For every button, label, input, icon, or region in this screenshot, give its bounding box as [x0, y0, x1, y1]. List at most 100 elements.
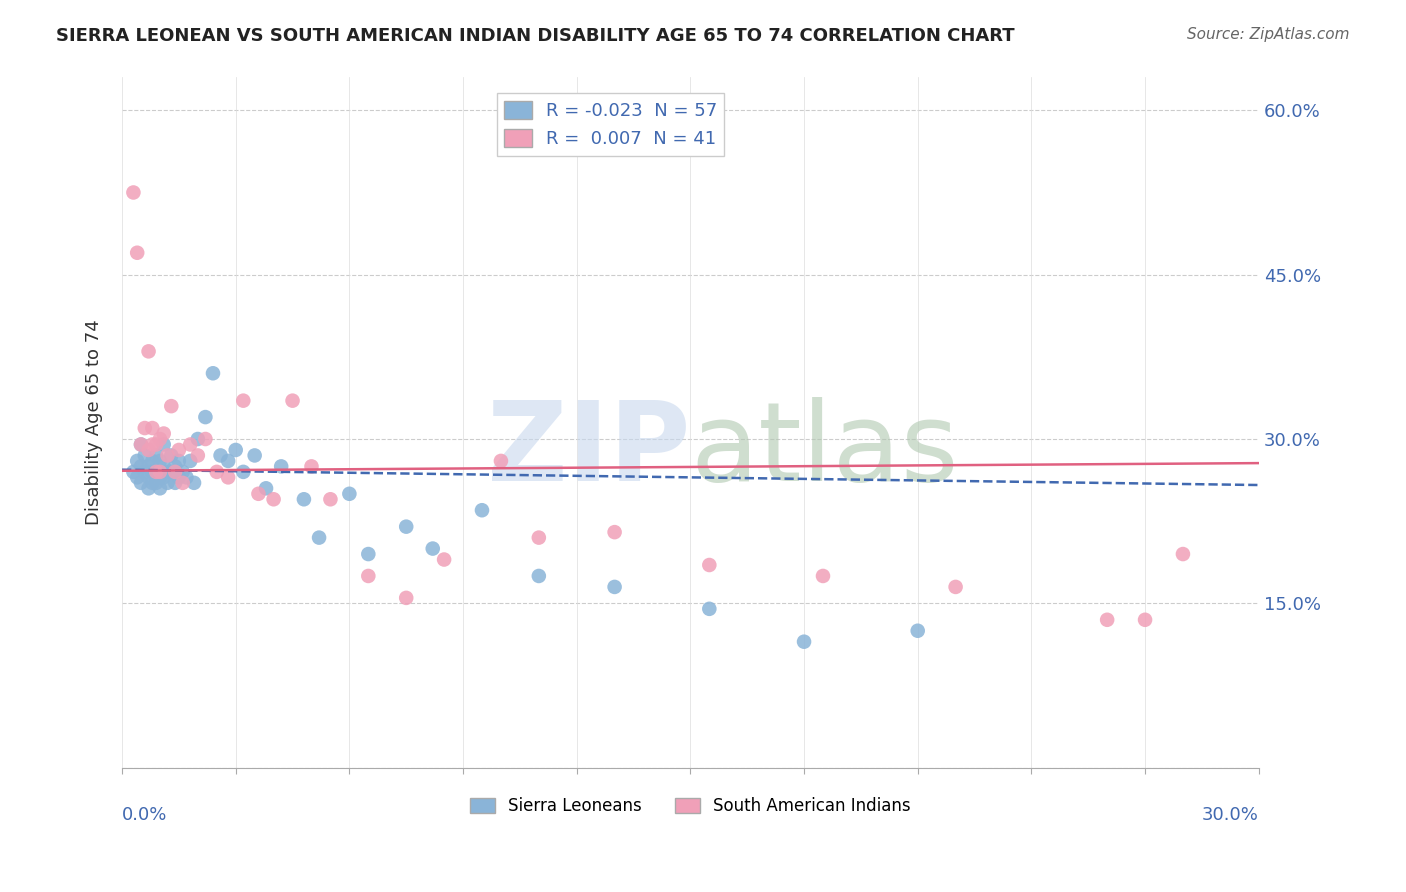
Point — [134, 465, 156, 479]
Point — [357, 547, 380, 561]
Point — [138, 470, 160, 484]
Point — [156, 449, 179, 463]
Point — [395, 591, 418, 605]
Text: 0.0%: 0.0% — [122, 805, 167, 823]
Point — [292, 492, 315, 507]
Point — [129, 437, 152, 451]
Point — [205, 465, 228, 479]
Point — [247, 487, 270, 501]
Point — [149, 432, 172, 446]
Point — [945, 580, 967, 594]
Text: 30.0%: 30.0% — [1202, 805, 1258, 823]
Point — [165, 475, 187, 490]
Point — [160, 399, 183, 413]
Point — [141, 437, 163, 451]
Point — [217, 454, 239, 468]
Point — [129, 459, 152, 474]
Point — [141, 465, 163, 479]
Point — [263, 492, 285, 507]
Point — [127, 470, 149, 484]
Point — [489, 454, 512, 468]
Point — [145, 465, 167, 479]
Point — [422, 541, 444, 556]
Point — [811, 569, 834, 583]
Point — [149, 465, 172, 479]
Point — [232, 465, 254, 479]
Point — [156, 475, 179, 490]
Point — [145, 449, 167, 463]
Point — [201, 366, 224, 380]
Point — [308, 531, 330, 545]
Text: ZIP: ZIP — [486, 397, 690, 504]
Point — [319, 492, 342, 507]
Legend: R = -0.023  N = 57, R =  0.007  N = 41: R = -0.023 N = 57, R = 0.007 N = 41 — [498, 94, 724, 155]
Point — [152, 470, 174, 484]
Point — [138, 481, 160, 495]
Point — [149, 470, 172, 484]
Point — [187, 432, 209, 446]
Point — [217, 470, 239, 484]
Text: atlas: atlas — [690, 397, 959, 504]
Point — [167, 454, 190, 468]
Point — [176, 470, 198, 484]
Point — [149, 481, 172, 495]
Point — [527, 569, 550, 583]
Point — [337, 487, 360, 501]
Point — [149, 454, 172, 468]
Point — [395, 519, 418, 533]
Point — [127, 245, 149, 260]
Point — [138, 344, 160, 359]
Point — [156, 465, 179, 479]
Point — [172, 475, 194, 490]
Point — [187, 449, 209, 463]
Point — [179, 454, 201, 468]
Point — [232, 393, 254, 408]
Point — [270, 459, 292, 474]
Point — [357, 569, 380, 583]
Point — [141, 475, 163, 490]
Point — [471, 503, 494, 517]
Point — [697, 602, 720, 616]
Point — [122, 465, 145, 479]
Point — [129, 475, 152, 490]
Point — [1095, 613, 1118, 627]
Text: Source: ZipAtlas.com: Source: ZipAtlas.com — [1187, 27, 1350, 42]
Point — [141, 454, 163, 468]
Point — [179, 437, 201, 451]
Point — [183, 475, 205, 490]
Point — [281, 393, 304, 408]
Point — [209, 449, 232, 463]
Point — [134, 421, 156, 435]
Point — [194, 410, 217, 425]
Point — [138, 442, 160, 457]
Point — [145, 465, 167, 479]
Point — [165, 465, 187, 479]
Y-axis label: Disability Age 65 to 74: Disability Age 65 to 74 — [86, 319, 103, 525]
Point — [433, 552, 456, 566]
Point — [167, 470, 190, 484]
Point — [160, 465, 183, 479]
Point — [138, 459, 160, 474]
Point — [134, 449, 156, 463]
Point — [152, 437, 174, 451]
Point — [172, 465, 194, 479]
Point — [527, 531, 550, 545]
Point — [127, 454, 149, 468]
Point — [122, 186, 145, 200]
Point — [603, 580, 626, 594]
Point — [160, 449, 183, 463]
Point — [152, 459, 174, 474]
Point — [152, 426, 174, 441]
Point — [1171, 547, 1194, 561]
Point — [145, 475, 167, 490]
Point — [165, 459, 187, 474]
Point — [167, 442, 190, 457]
Point — [301, 459, 323, 474]
Point — [225, 442, 247, 457]
Point — [907, 624, 929, 638]
Point — [254, 481, 277, 495]
Point — [145, 437, 167, 451]
Point — [129, 437, 152, 451]
Point — [793, 634, 815, 648]
Point — [603, 525, 626, 540]
